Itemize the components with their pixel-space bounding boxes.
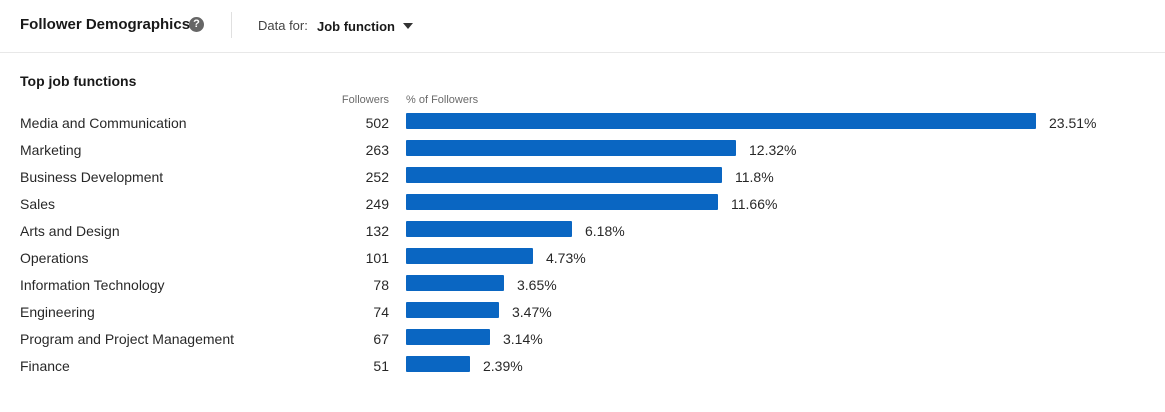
chart-row: Information Technology 78 3.65% (0, 272, 1165, 299)
data-for-dropdown[interactable]: Job function (317, 16, 413, 36)
percent-label: 23.51% (1049, 115, 1097, 131)
follower-count: 252 (365, 169, 389, 185)
percent-label: 12.32% (749, 142, 797, 158)
header: Follower Demographics ? Data for: Job fu… (0, 0, 1165, 53)
chart-row: Sales 249 11.66% (0, 191, 1165, 218)
bar (406, 221, 572, 237)
follower-count: 67 (373, 331, 389, 347)
column-header-percent: % of Followers (406, 94, 479, 106)
page-title: Follower Demographics (20, 16, 191, 33)
follower-count: 502 (365, 115, 389, 131)
bar (406, 113, 1036, 129)
follower-count: 132 (365, 223, 389, 239)
percent-label: 3.14% (503, 331, 543, 347)
column-header-followers: Followers (341, 94, 389, 106)
bar (406, 140, 736, 156)
data-for-label: Data for: (258, 18, 308, 33)
bar (406, 302, 499, 318)
percent-label: 3.47% (512, 304, 552, 320)
follower-count: 78 (373, 277, 389, 293)
category-label: Sales (20, 196, 56, 212)
category-label: Business Development (20, 169, 164, 185)
category-label: Marketing (20, 142, 82, 158)
chart-row: Finance 51 2.39% (0, 353, 1165, 380)
follower-count: 263 (365, 142, 389, 158)
percent-label: 11.8% (735, 169, 774, 185)
follower-count: 51 (373, 358, 389, 374)
bar (406, 329, 490, 345)
bar (406, 248, 533, 264)
chart-row: Program and Project Management 67 3.14% (0, 326, 1165, 353)
category-label: Media and Communication (20, 115, 187, 131)
header-divider (231, 12, 232, 38)
follower-count: 74 (373, 304, 389, 320)
question-circle-icon[interactable]: ? (189, 17, 204, 32)
chart-row: Marketing 263 12.32% (0, 137, 1165, 164)
percent-label: 2.39% (483, 358, 523, 374)
category-label: Arts and Design (20, 223, 120, 239)
bar (406, 275, 504, 291)
category-label: Operations (20, 250, 89, 266)
follower-count: 249 (365, 196, 389, 212)
percent-label: 6.18% (585, 223, 625, 239)
follower-count: 101 (365, 250, 389, 266)
percent-label: 3.65% (517, 277, 557, 293)
percent-label: 11.66% (731, 196, 778, 212)
category-label: Finance (20, 358, 70, 374)
chart-row: Business Development 252 11.8% (0, 164, 1165, 191)
caret-down-icon (403, 23, 413, 29)
dropdown-selected-value: Job function (317, 18, 395, 34)
bar (406, 167, 722, 183)
chart-row: Arts and Design 132 6.18% (0, 218, 1165, 245)
percent-label: 4.73% (546, 250, 586, 266)
category-label: Program and Project Management (20, 331, 234, 347)
chart-row: Media and Communication 502 23.51% (0, 110, 1165, 137)
category-label: Engineering (20, 304, 95, 320)
bar (406, 194, 718, 210)
bar (406, 356, 470, 372)
chart-row: Operations 101 4.73% (0, 245, 1165, 272)
chart-row: Engineering 74 3.47% (0, 299, 1165, 326)
section-title: Top job functions (20, 73, 137, 89)
category-label: Information Technology (20, 277, 165, 293)
